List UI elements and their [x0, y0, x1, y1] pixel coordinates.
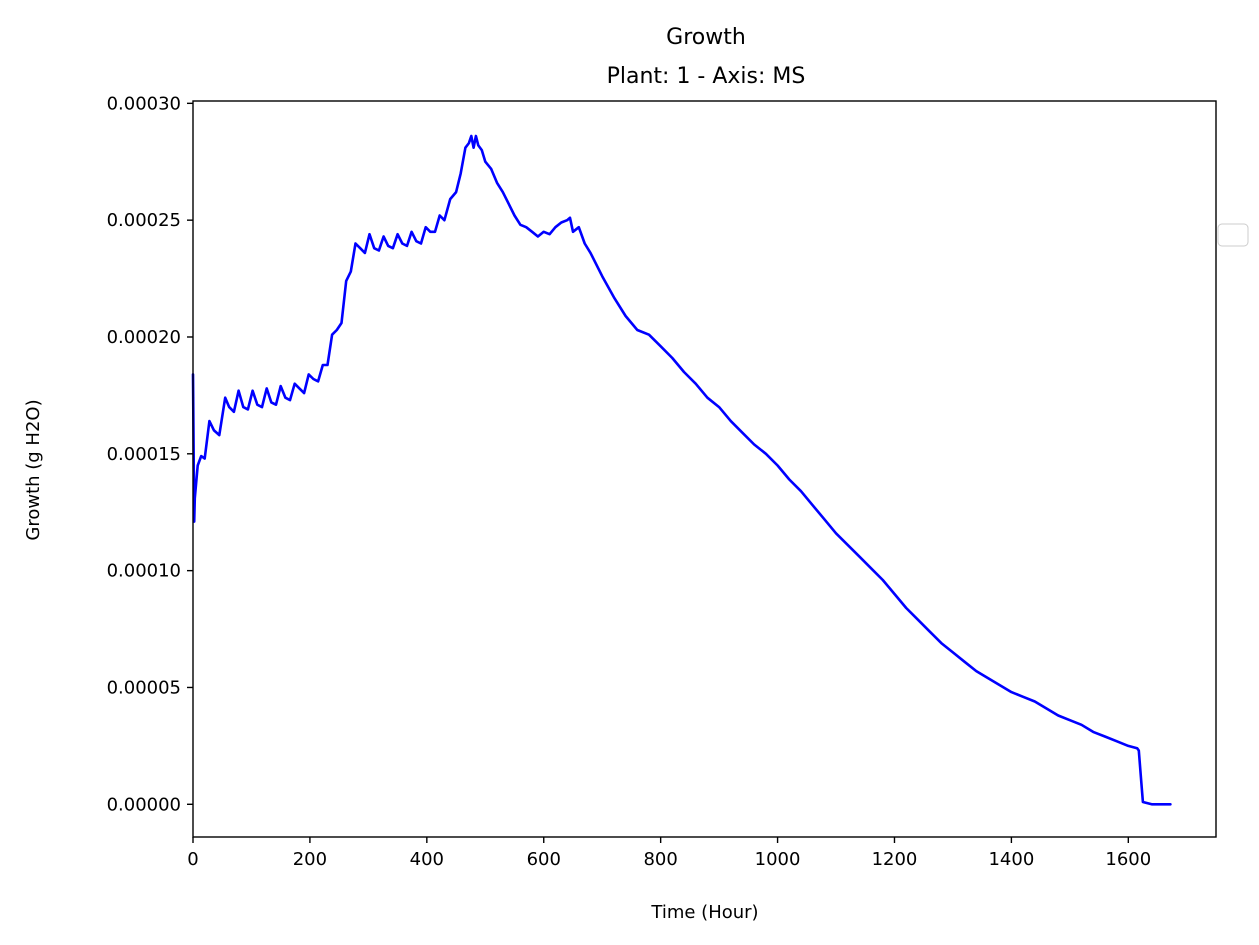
- series-line-0: [191, 134, 1172, 806]
- x-tick-label-0: 0: [187, 849, 198, 870]
- y-tick-label-3: 0.00015: [107, 444, 181, 465]
- y-tick-label-6: 0.00030: [107, 93, 181, 114]
- y-tick-label-4: 0.00020: [107, 327, 181, 348]
- x-tick-label-7: 1400: [988, 849, 1034, 870]
- x-tick-label-4: 800: [643, 849, 677, 870]
- chart-title: Growth: [666, 25, 746, 50]
- x-tick-label-6: 1200: [872, 849, 918, 870]
- y-tick-label-0: 0.00000: [107, 794, 181, 815]
- x-tick-label-1: 200: [293, 849, 327, 870]
- x-tick-label-5: 1000: [755, 849, 801, 870]
- y-tick-label-2: 0.00010: [107, 561, 181, 582]
- chart-subtitle: Plant: 1 - Axis: MS: [607, 64, 806, 89]
- plot-area: 0 200 400 600 800 1000 1200 1400 1600 0.00000 0.00…: [107, 93, 1249, 870]
- legend-box: [1217, 223, 1249, 247]
- y-axis-label: Growth (g H2O): [23, 399, 44, 540]
- x-tick-label-8: 1600: [1105, 849, 1151, 870]
- x-axis-label: Time (Hour): [650, 902, 758, 923]
- x-tick-label-3: 600: [527, 849, 561, 870]
- x-tick-label-2: 400: [410, 849, 444, 870]
- plot-frame: [192, 100, 1217, 838]
- y-tick-label-1: 0.00005: [107, 677, 181, 698]
- y-tick-label-5: 0.00025: [107, 210, 181, 231]
